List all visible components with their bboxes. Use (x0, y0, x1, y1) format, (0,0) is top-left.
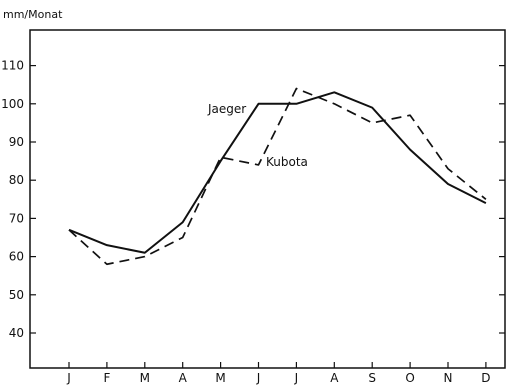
x-tick-label: D (481, 371, 490, 385)
y-axis-label: mm/Monat (3, 8, 63, 21)
series-labels: Jaeger Kubota (207, 102, 308, 169)
y-tick-label: 60 (9, 250, 24, 264)
x-tick-label: J (66, 371, 71, 385)
series-label-jaeger: Jaeger (207, 102, 246, 116)
y-tick-label: 50 (9, 288, 24, 302)
x-tick-label: M (140, 371, 150, 385)
x-tick-label: A (179, 371, 188, 385)
x-tick-label: F (103, 371, 110, 385)
y-tick-label: 40 (9, 326, 24, 340)
series-label-kubota: Kubota (266, 155, 308, 169)
x-tick-label: J (256, 371, 261, 385)
x-tick-label: A (330, 371, 339, 385)
y-tick-label: 90 (9, 135, 24, 149)
x-tick-label: O (405, 371, 414, 385)
y-tick-label: 80 (9, 173, 24, 187)
y-axis: 40 50 60 70 80 90 100 110 (1, 59, 505, 340)
y-tick-label: 100 (1, 97, 24, 111)
x-tick-label: M (215, 371, 225, 385)
series-line-kubota (68, 87, 487, 266)
series-lines (68, 87, 487, 266)
x-tick-label: S (368, 371, 376, 385)
x-tick-label: N (444, 371, 453, 385)
plot-frame (29, 29, 506, 369)
series-line-jaeger (68, 91, 487, 254)
x-tick-label: J (294, 371, 299, 385)
y-tick-label: 110 (1, 59, 24, 73)
y-tick-label: 70 (9, 211, 24, 225)
